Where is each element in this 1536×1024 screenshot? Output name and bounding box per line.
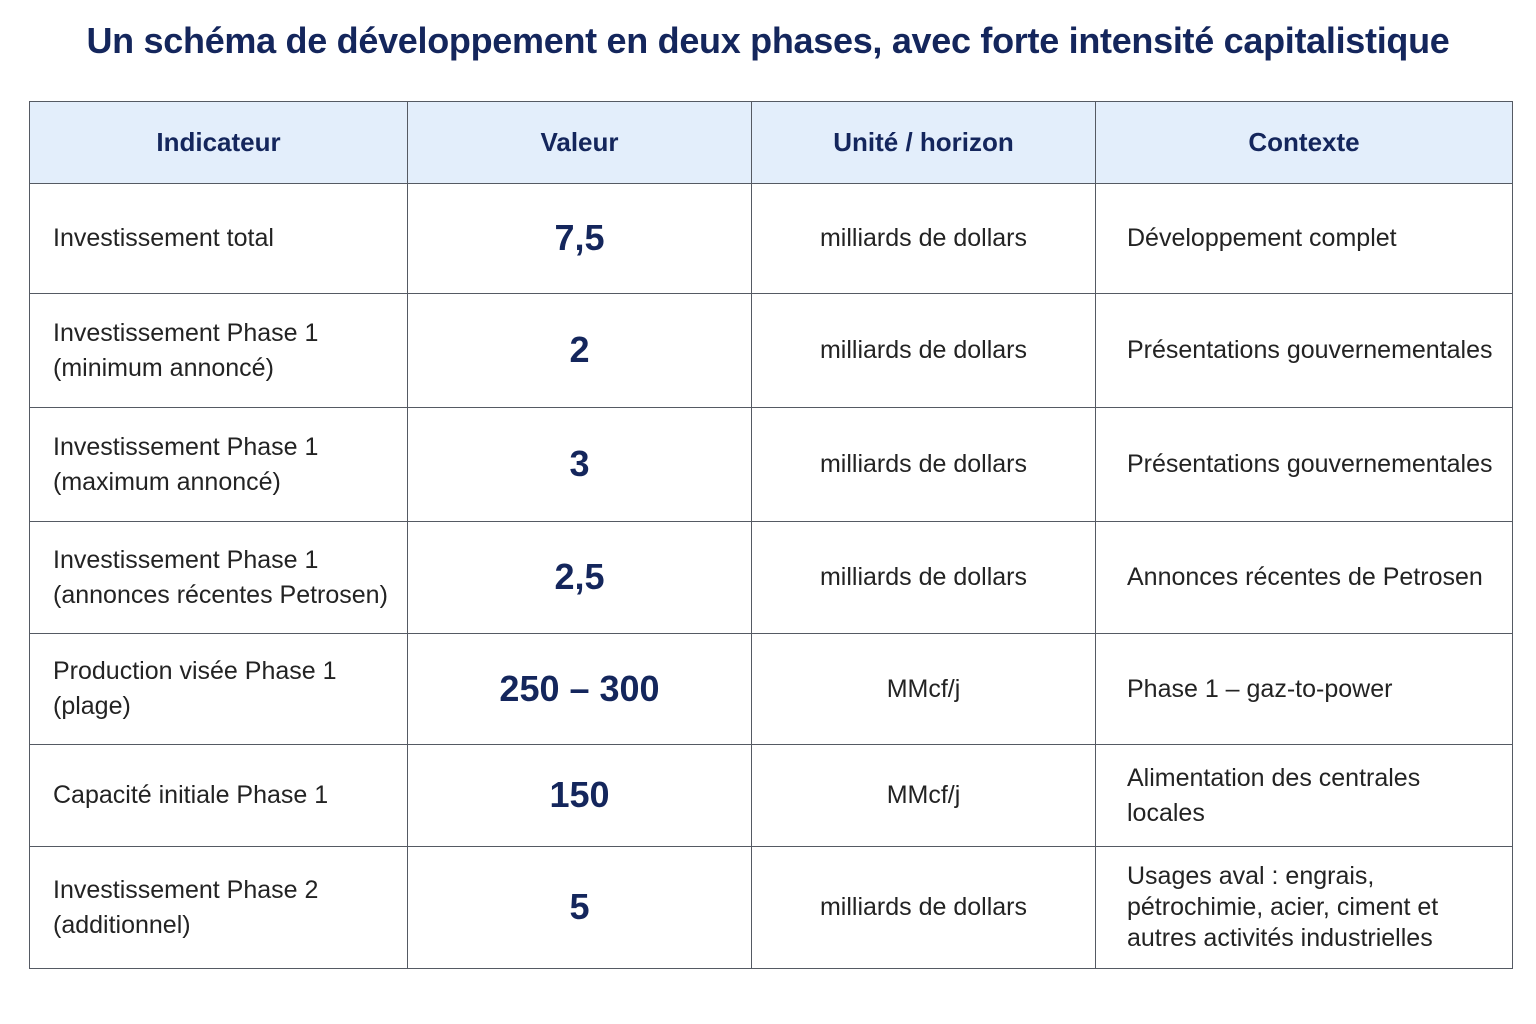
unit-cell: milliards de dollars [751, 846, 1096, 969]
indicator-line1: Investissement total [53, 224, 274, 252]
context-cell: Alimentation des centrales locales [1095, 744, 1513, 847]
header-value: Valeur [407, 101, 752, 184]
value-cell: 3 [407, 407, 752, 522]
indicator-cell: Investissement Phase 1 (annonces récente… [29, 521, 408, 634]
value-cell: 5 [407, 846, 752, 969]
value-cell: 250 – 300 [407, 633, 752, 745]
indicator-cell: Investissement Phase 2 (additionnel) [29, 846, 408, 969]
indicator-line2: (minimum annoncé) [53, 353, 274, 382]
indicator-line2: (annonces récentes Petrosen) [53, 580, 388, 609]
indicator-line1: Investissement Phase 1 [53, 545, 319, 574]
data-table: Indicateur Valeur Unité / horizon Contex… [29, 101, 1513, 969]
indicator-cell: Investissement Phase 1 (maximum annoncé) [29, 407, 408, 522]
context-cell: Usages aval : engrais, pétrochimie, acie… [1095, 846, 1513, 969]
table-row: Investissement Phase 1 (minimum annoncé)… [29, 293, 1513, 408]
indicator-line2: (plage) [53, 692, 131, 720]
unit-cell: milliards de dollars [751, 521, 1096, 634]
header-context: Contexte [1095, 101, 1513, 184]
unit-cell: milliards de dollars [751, 183, 1096, 294]
value-cell: 7,5 [407, 183, 752, 294]
indicator-cell: Investissement Phase 1 (minimum annoncé) [29, 293, 408, 408]
header-indicator: Indicateur [29, 101, 408, 184]
table-row: Investissement Phase 2 (additionnel) 5 m… [29, 846, 1513, 969]
indicator-cell: Investissement total [29, 183, 408, 294]
context-cell: Présentations gouvernementales [1095, 407, 1513, 522]
table-header-row: Indicateur Valeur Unité / horizon Contex… [29, 101, 1513, 184]
header-unit: Unité / horizon [751, 101, 1096, 184]
context-cell: Développement complet [1095, 183, 1513, 294]
unit-cell: milliards de dollars [751, 407, 1096, 522]
indicator-line1: Investissement Phase 2 [53, 875, 319, 904]
indicator-line1: Capacité initiale Phase 1 [53, 781, 329, 809]
value-cell: 2,5 [407, 521, 752, 634]
context-cell: Annonces récentes de Petrosen [1095, 521, 1513, 634]
page-title: Un schéma de développement en deux phase… [86, 20, 1450, 61]
table-row: Production visée Phase 1 (plage) 250 – 3… [29, 633, 1513, 745]
table-row: Investissement Phase 1 (maximum annoncé)… [29, 407, 1513, 522]
table-row: Investissement total 7,5 milliards de do… [29, 183, 1513, 294]
context-cell: Présentations gouvernementales [1095, 293, 1513, 408]
unit-cell: MMcf/j [751, 633, 1096, 745]
value-cell: 2 [407, 293, 752, 408]
indicator-line2: (additionnel) [53, 910, 191, 939]
indicator-cell: Production visée Phase 1 (plage) [29, 633, 408, 745]
table-row: Capacité initiale Phase 1 150 MMcf/j Ali… [29, 744, 1513, 847]
unit-cell: MMcf/j [751, 744, 1096, 847]
indicator-cell: Capacité initiale Phase 1 [29, 744, 408, 847]
indicator-line1: Production visée Phase 1 [53, 657, 337, 685]
value-cell: 150 [407, 744, 752, 847]
indicator-line2: (maximum annoncé) [53, 467, 281, 496]
unit-cell: milliards de dollars [751, 293, 1096, 408]
table-row: Investissement Phase 1 (annonces récente… [29, 521, 1513, 634]
indicator-line1: Investissement Phase 1 [53, 318, 319, 347]
indicator-line1: Investissement Phase 1 [53, 432, 319, 461]
context-cell: Phase 1 – gaz-to-power [1095, 633, 1513, 745]
